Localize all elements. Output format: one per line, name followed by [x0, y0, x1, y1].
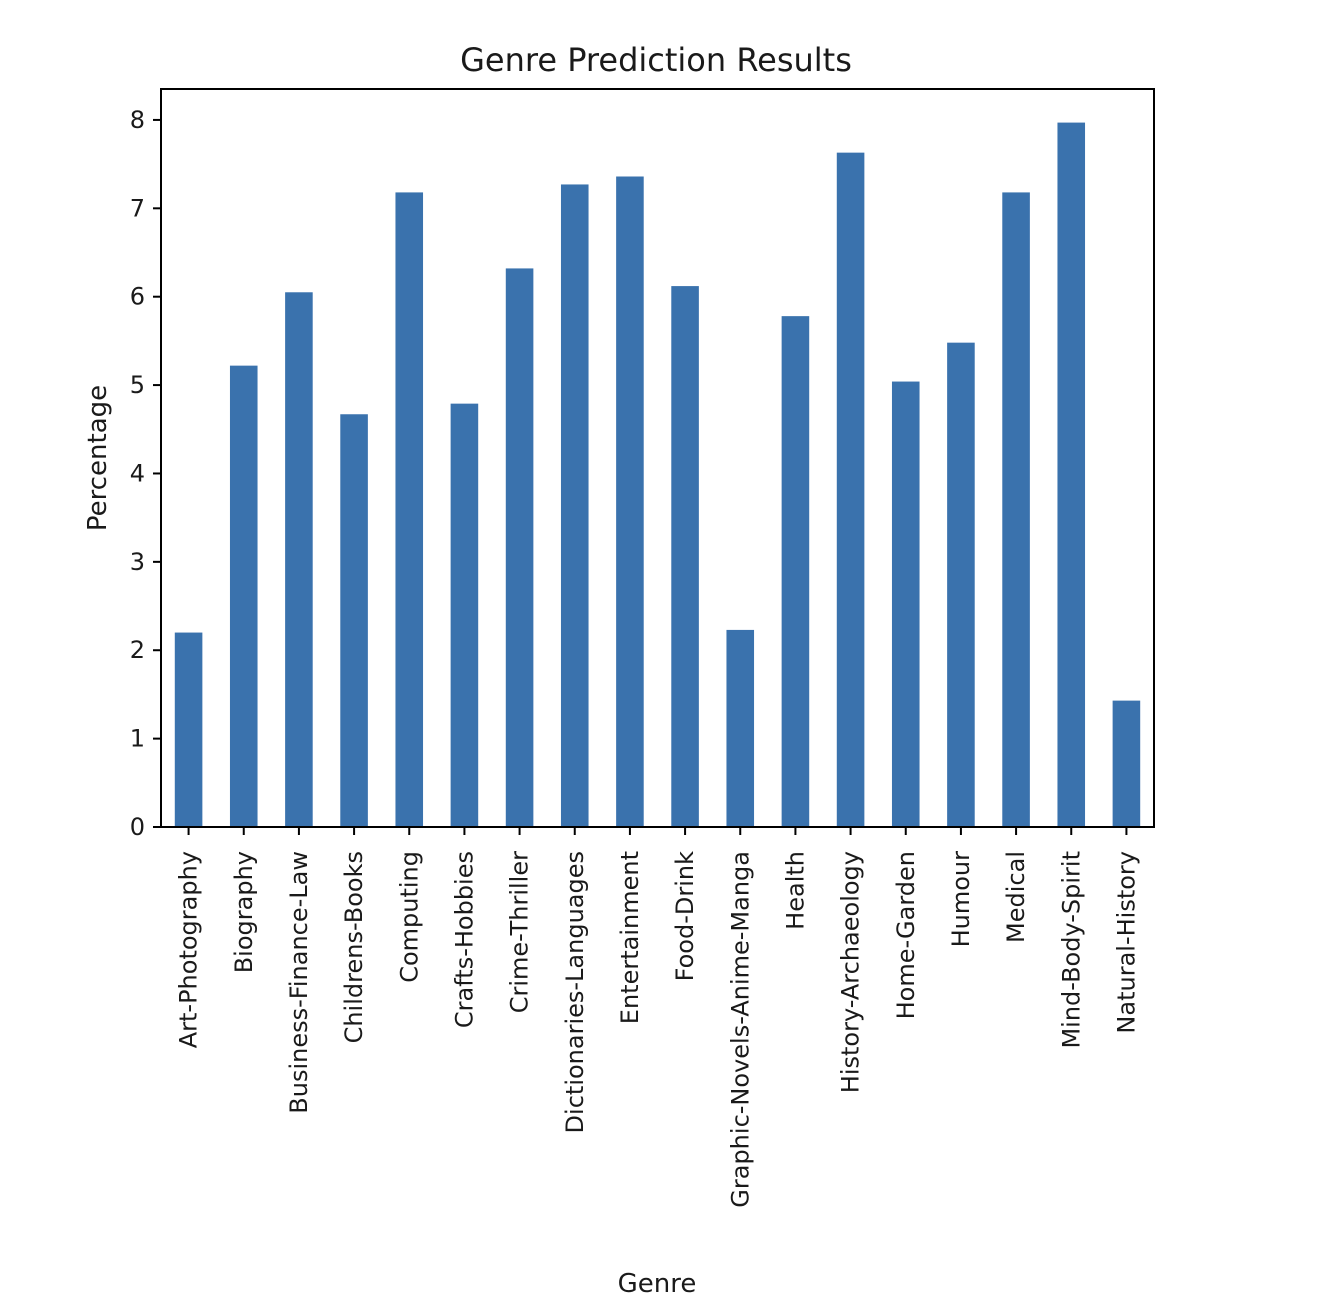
- bar-natural-history: [1112, 700, 1141, 827]
- y-tick-label: 0: [130, 813, 145, 841]
- x-tick-label: Computing: [395, 851, 423, 983]
- y-tick-label: 4: [130, 459, 145, 487]
- x-tick-label: Art-Photography: [175, 851, 203, 1048]
- bar-home-garden: [891, 381, 920, 827]
- x-tick-label: Natural-History: [1112, 851, 1140, 1034]
- y-tick-label: 5: [130, 371, 145, 399]
- y-tick-label: 2: [130, 636, 145, 664]
- bar-series: [174, 122, 1141, 828]
- x-axis: Art-Photography Biography Business-Finance…: [175, 827, 1140, 1208]
- x-tick-label: Food-Drink: [671, 851, 699, 981]
- x-tick-label: Crafts-Hobbies: [450, 851, 478, 1028]
- x-tick-label: Dictionaries-Languages: [561, 851, 589, 1133]
- chart-title: Genre Prediction Results: [460, 41, 852, 79]
- y-axis-label: Percentage: [83, 385, 113, 531]
- bar-business-finance-law: [285, 292, 313, 827]
- y-tick-label: 8: [130, 106, 145, 134]
- x-tick-label: History-Archaeology: [837, 851, 865, 1093]
- bar-mind-body-spirit: [1057, 122, 1086, 828]
- bar-health: [781, 316, 810, 827]
- bar-art-photography: [174, 632, 203, 827]
- x-tick-label: Medical: [1002, 851, 1030, 943]
- y-tick-label: 1: [130, 725, 145, 753]
- plot-frame: [160, 88, 1155, 828]
- bar-biography: [229, 365, 258, 827]
- bar-crime-thriller: [505, 268, 534, 827]
- x-axis-label: Genre: [618, 1269, 697, 1299]
- bar-medical: [1002, 192, 1030, 827]
- bar-dictionaries-languages: [560, 184, 589, 827]
- x-tick-label: Crime-Thriller: [506, 851, 534, 1013]
- bar-history-archaeology: [836, 152, 865, 827]
- y-tick-label: 7: [130, 194, 145, 222]
- y-axis: 0 1 2 3 4 5 6 7 8: [130, 106, 161, 841]
- x-tick-label: Entertainment: [616, 851, 644, 1024]
- y-tick-label: 3: [130, 548, 145, 576]
- bar-childrens-books: [340, 414, 368, 827]
- bar-computing: [395, 192, 424, 827]
- x-tick-label: Business-Finance-Law: [285, 851, 313, 1114]
- x-tick-label: Biography: [230, 851, 258, 973]
- x-tick-label: Graphic-Novels-Anime-Manga: [726, 851, 754, 1208]
- x-tick-label: Mind-Body-Spirit: [1057, 851, 1085, 1049]
- x-tick-label: Childrens-Books: [340, 851, 368, 1043]
- bar-crafts-hobbies: [450, 403, 479, 827]
- x-tick-label: Home-Garden: [892, 851, 920, 1019]
- bar-entertainment: [616, 176, 644, 827]
- x-tick-label: Humour: [947, 851, 975, 948]
- bar-food-drink: [671, 286, 699, 828]
- x-tick-label: Health: [781, 851, 809, 930]
- y-tick-label: 6: [130, 283, 145, 311]
- bar-humour: [947, 342, 975, 827]
- bar-graphic-novels-anime-manga: [726, 629, 755, 827]
